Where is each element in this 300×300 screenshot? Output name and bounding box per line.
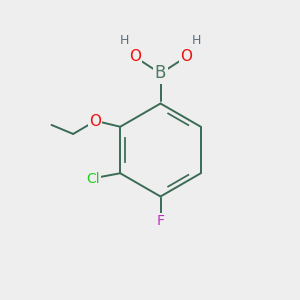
Text: O: O (89, 114, 101, 129)
Text: O: O (129, 50, 141, 64)
Text: H: H (120, 34, 129, 47)
Text: H: H (192, 34, 201, 47)
Text: F: F (157, 214, 164, 228)
Text: Cl: Cl (86, 172, 99, 186)
Text: O: O (180, 50, 192, 64)
Text: B: B (155, 64, 166, 82)
